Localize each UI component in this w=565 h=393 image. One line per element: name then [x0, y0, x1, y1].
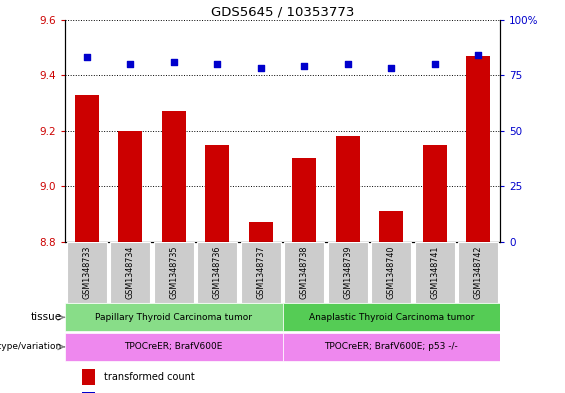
Text: tissue: tissue — [31, 312, 62, 322]
Bar — [379, 211, 403, 242]
Point — [256, 65, 265, 72]
Point — [169, 59, 178, 65]
Bar — [197, 242, 237, 303]
Text: TPOCreER; BrafV600E; p53 -/-: TPOCreER; BrafV600E; p53 -/- — [324, 342, 458, 351]
Bar — [205, 145, 229, 242]
Point — [299, 63, 308, 70]
Bar — [154, 242, 194, 303]
Text: TPOCreER; BrafV600E: TPOCreER; BrafV600E — [124, 342, 223, 351]
Bar — [241, 242, 281, 303]
Bar — [282, 303, 500, 331]
Bar — [328, 242, 368, 303]
Text: transformed count: transformed count — [104, 372, 195, 382]
Text: GSM1348735: GSM1348735 — [170, 245, 178, 299]
Bar — [371, 242, 411, 303]
Text: GSM1348738: GSM1348738 — [300, 246, 308, 299]
Bar — [75, 95, 99, 242]
Bar — [82, 369, 95, 384]
Bar — [249, 222, 273, 242]
Bar — [67, 242, 107, 303]
Text: Papillary Thyroid Carcinoma tumor: Papillary Thyroid Carcinoma tumor — [95, 313, 252, 322]
Text: GSM1348734: GSM1348734 — [126, 246, 134, 299]
Point — [212, 61, 221, 67]
Bar — [415, 242, 455, 303]
Text: GSM1348736: GSM1348736 — [213, 246, 221, 299]
Point — [430, 61, 439, 67]
Text: GSM1348740: GSM1348740 — [387, 246, 396, 299]
Text: GSM1348733: GSM1348733 — [82, 246, 91, 299]
Bar — [284, 242, 324, 303]
Bar — [292, 158, 316, 242]
Point — [343, 61, 352, 67]
Text: Anaplastic Thyroid Carcinoma tumor: Anaplastic Thyroid Carcinoma tumor — [308, 313, 474, 322]
Bar — [282, 332, 500, 361]
Bar — [65, 332, 282, 361]
Point — [125, 61, 134, 67]
Bar — [82, 392, 95, 393]
Point — [386, 65, 396, 72]
Bar — [118, 130, 142, 242]
Text: genotype/variation: genotype/variation — [0, 342, 62, 351]
Point — [82, 54, 92, 61]
Bar — [466, 56, 490, 242]
Text: GSM1348737: GSM1348737 — [257, 245, 265, 299]
Point — [473, 52, 483, 58]
Text: GSM1348741: GSM1348741 — [431, 246, 439, 299]
Text: GSM1348742: GSM1348742 — [474, 245, 483, 299]
Bar — [110, 242, 150, 303]
Bar — [423, 145, 447, 242]
Bar — [336, 136, 360, 242]
Title: GDS5645 / 10353773: GDS5645 / 10353773 — [211, 6, 354, 18]
Bar — [458, 242, 498, 303]
Text: GSM1348739: GSM1348739 — [344, 245, 352, 299]
Bar — [65, 303, 282, 331]
Bar — [162, 111, 186, 242]
